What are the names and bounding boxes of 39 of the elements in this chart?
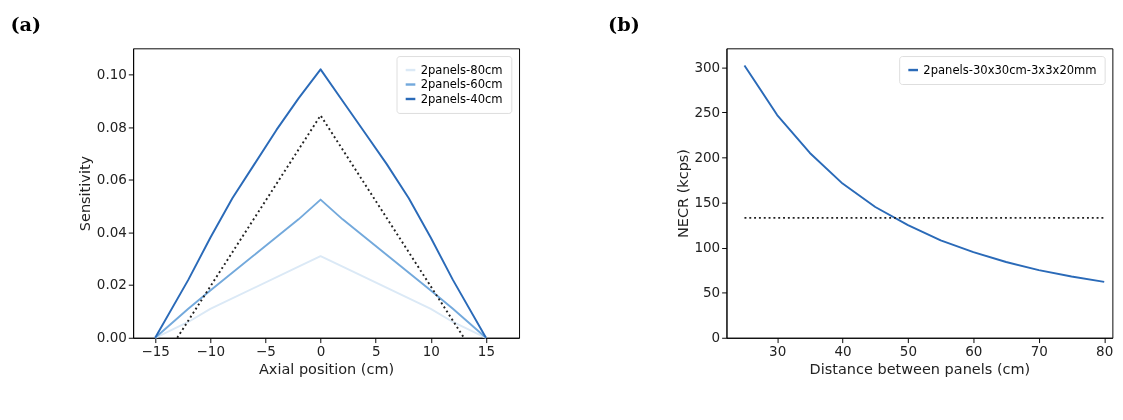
x-tick-label: 0 — [316, 342, 326, 359]
x-tick-label: 10 — [422, 342, 440, 359]
y-axis-title: Sensitivity — [77, 155, 94, 232]
y-axis-title: NECR (kcps) — [674, 149, 691, 239]
y-tick-label: 0 — [711, 329, 721, 346]
x-tick-label: 30 — [769, 342, 787, 359]
y-tick-label: 150 — [694, 193, 721, 210]
y-tick-label: 0.04 — [96, 223, 127, 240]
legend-label: 2panels-60cm — [420, 77, 503, 92]
x-tick-label: 5 — [371, 342, 381, 359]
x-tick-label: −10 — [196, 342, 226, 359]
y-tick-label: 0.10 — [96, 65, 127, 82]
x-tick-label: 50 — [899, 342, 918, 359]
line-series — [743, 64, 1106, 283]
line-series — [154, 198, 487, 339]
y-tick-label: 0.00 — [96, 329, 127, 346]
line-series — [154, 255, 487, 339]
x-tick-label: 80 — [1096, 342, 1114, 359]
x-tick-label: 70 — [1030, 342, 1048, 359]
x-tick-label: 60 — [965, 342, 983, 359]
x-tick-label: −15 — [141, 342, 170, 359]
x-axis-title: Distance between panels (cm) — [809, 360, 1031, 377]
y-tick-label: 50 — [703, 284, 721, 301]
legend-label: 2panels-40cm — [420, 91, 503, 106]
chart-title: (a) — [10, 12, 42, 36]
y-tick-label: 250 — [694, 103, 721, 120]
y-tick-label: 200 — [694, 148, 721, 165]
chart-title: (b) — [608, 12, 640, 36]
x-tick-label: −5 — [255, 342, 276, 359]
y-tick-label: 100 — [694, 238, 721, 255]
x-tick-label: 15 — [477, 342, 496, 359]
x-axis-title: Axial position (cm) — [258, 360, 395, 377]
legend-label: 2panels-30x30cm-3x3x20mm — [923, 62, 1097, 77]
y-tick-label: 300 — [694, 58, 721, 75]
x-tick-label: 40 — [834, 342, 852, 359]
y-tick-label: 0.08 — [96, 118, 127, 135]
y-tick-label: 0.02 — [96, 276, 127, 293]
y-tick-label: 0.06 — [96, 171, 127, 188]
legend-label: 2panels-80cm — [420, 62, 503, 77]
